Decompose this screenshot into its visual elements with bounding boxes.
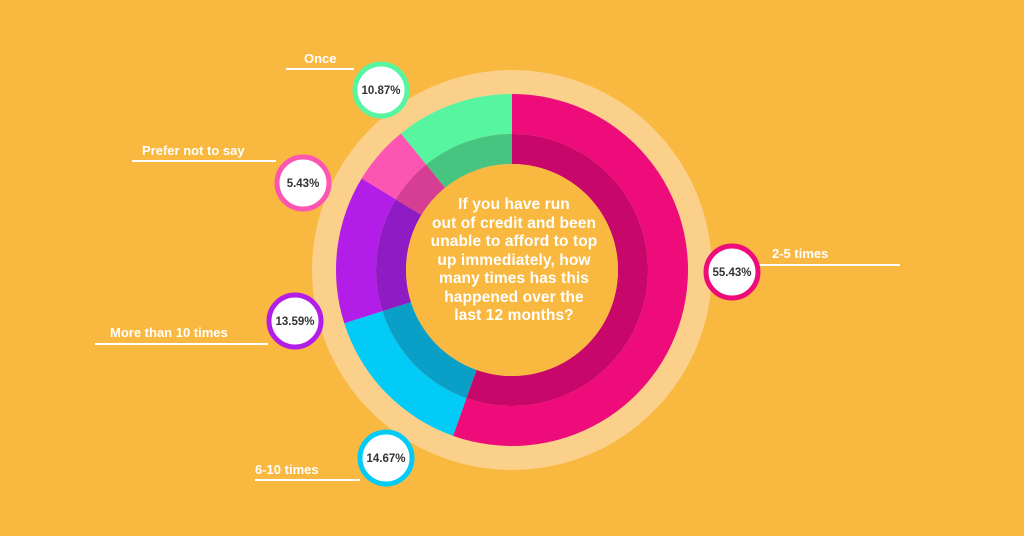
category-label-more-than-10-times: More than 10 times: [110, 325, 228, 340]
callouts: 2-5 times 55.43% 6-10 times 14.67% More than…: [95, 51, 900, 487]
value-label-6-10-times: 14.67%: [366, 453, 405, 465]
value-bubble-once: [352, 61, 410, 119]
value-bubble-6-10-times: [357, 429, 415, 487]
question-line: out of credit and been: [431, 214, 597, 232]
slice-inner-prefer-not-to-say: [395, 164, 446, 215]
category-label-2-5-times: 2-5 times: [772, 246, 828, 261]
outer-ring: [336, 94, 688, 446]
question-line: many times has this: [438, 270, 590, 287]
slice-prefer-not-to-say: [361, 133, 427, 200]
slice-inner-once: [426, 134, 512, 188]
category-label-once: Once: [304, 51, 337, 66]
question-line: unable to afford to top: [430, 233, 598, 250]
center-disc: [406, 164, 618, 376]
slice-inner-2-5-times: [466, 134, 649, 407]
slice-6-10-times: [344, 311, 467, 436]
inner-ring: [376, 134, 649, 407]
question-line: If you have run: [458, 196, 570, 213]
value-label-prefer-not-to-say: 5.43%: [287, 178, 320, 190]
slice-2-5-times: [453, 94, 688, 446]
question-line: up immediately, how: [437, 251, 591, 269]
slice-once: [400, 94, 512, 165]
category-label-prefer-not-to-say: Prefer not to say: [142, 143, 245, 158]
value-label-2-5-times: 55.43%: [712, 267, 751, 279]
slice-inner-more-than-10-times: [376, 199, 422, 312]
question-line: happened over the: [444, 288, 584, 306]
value-bubble-more-than-10-times: [266, 292, 324, 350]
center-question: If you have run out of credit and been u…: [404, 196, 624, 326]
value-label-more-than-10-times: 13.59%: [275, 316, 314, 328]
value-label-once: 10.87%: [361, 85, 400, 97]
slice-inner-6-10-times: [382, 302, 477, 399]
slice-more-than-10-times: [336, 178, 396, 324]
question-line: last 12 months?: [454, 307, 574, 324]
value-bubble-2-5-times: [703, 243, 761, 301]
value-bubble-prefer-not-to-say: [274, 154, 332, 212]
category-label-6-10-times: 6-10 times: [255, 462, 319, 477]
